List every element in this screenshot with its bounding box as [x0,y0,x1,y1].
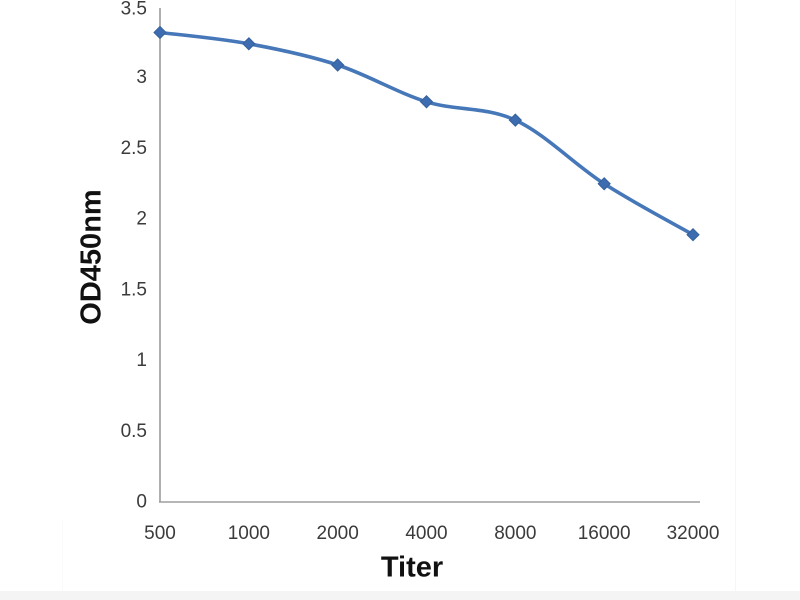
x-tick-label: 32000 [667,523,720,544]
photo-right-edge [735,0,736,592]
x-tick-label: 4000 [405,523,447,544]
data-point-marker [508,113,523,127]
x-tick-label: 8000 [494,523,536,544]
data-point-marker [153,25,167,40]
x-tick-label: 1000 [228,523,270,544]
x-tick-label: 16000 [578,523,631,544]
photo-bottom-band [0,591,800,600]
y-tick-label: 0 [136,492,147,513]
y-axis-title: OD450nm [75,189,108,325]
data-point-marker [330,58,345,72]
y-tick-label: 3.5 [121,0,147,20]
y-tick-label: 3 [136,67,147,88]
x-axis-title: Titer [380,551,444,584]
photo-left-edge [62,520,63,592]
series-line [158,30,695,237]
y-tick-label: 2.5 [121,138,147,159]
y-tick-label: 2 [136,209,147,230]
data-point-marker [419,95,434,109]
data-point-marker [686,227,700,242]
x-tick-label: 2000 [317,523,359,544]
y-tick-label: 0.5 [121,421,147,442]
y-tick-label: 1.5 [121,279,147,300]
data-point-marker [597,177,611,191]
y-tick-label: 1 [136,350,147,371]
data-point-marker [242,37,256,51]
x-tick-label: 500 [144,523,176,544]
